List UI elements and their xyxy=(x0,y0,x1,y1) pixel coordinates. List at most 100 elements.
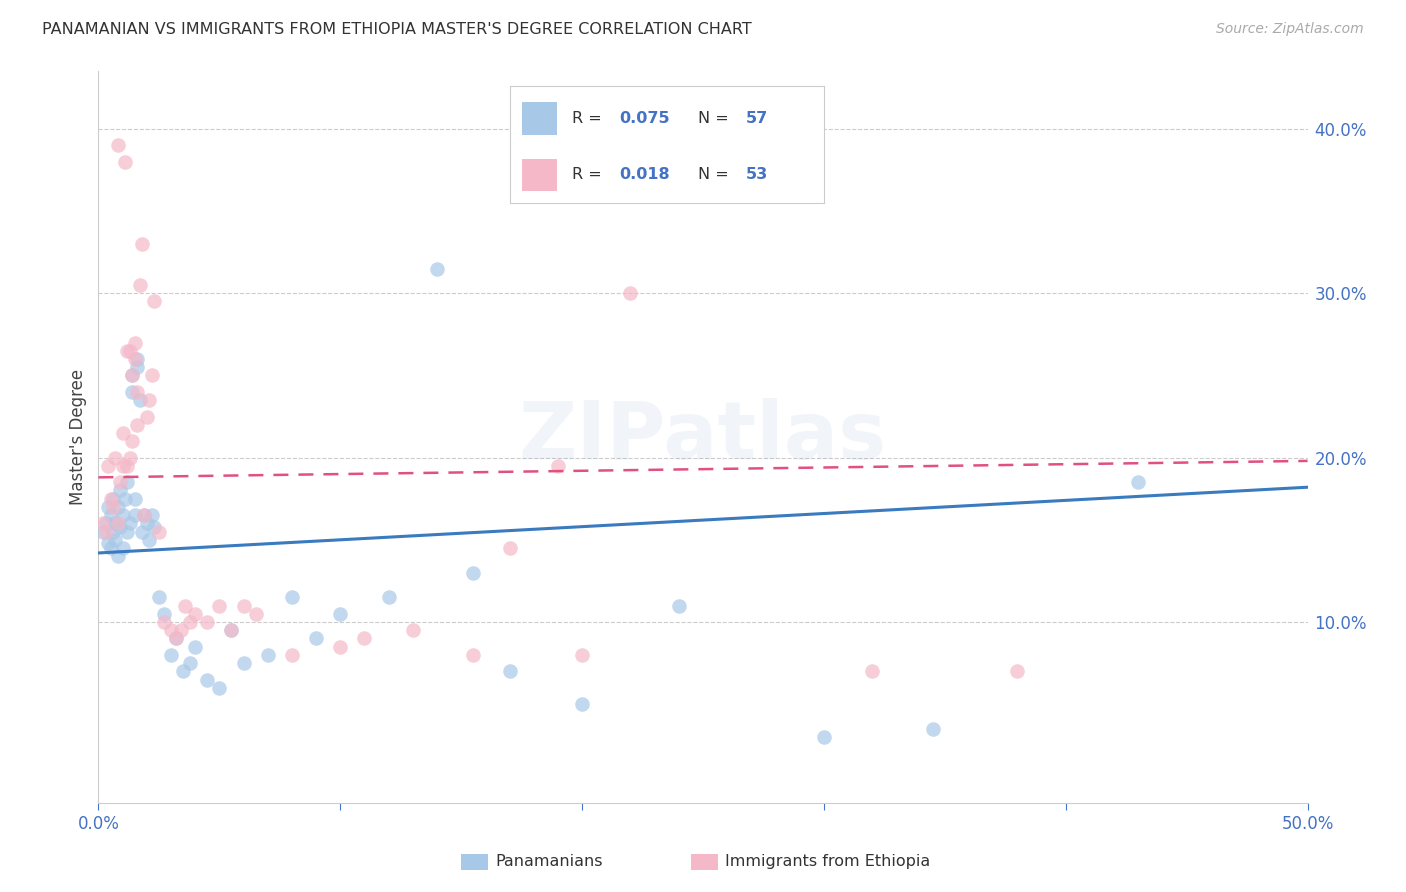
Point xyxy=(111,508,134,523)
Point xyxy=(131,524,153,539)
Point xyxy=(160,648,183,662)
Point xyxy=(121,368,143,383)
Point xyxy=(619,286,641,301)
Point xyxy=(124,491,146,506)
Point xyxy=(127,360,149,375)
Point xyxy=(117,524,139,539)
Point xyxy=(160,624,183,638)
Point xyxy=(134,508,156,523)
Point xyxy=(101,500,124,514)
Point xyxy=(221,624,243,638)
Point xyxy=(121,434,143,449)
Point xyxy=(111,458,134,473)
Point xyxy=(118,516,141,531)
Point xyxy=(108,519,131,533)
Point xyxy=(94,516,117,531)
Point xyxy=(124,351,146,366)
Point xyxy=(329,607,352,621)
Point xyxy=(353,632,375,646)
Point xyxy=(97,458,120,473)
Point xyxy=(152,615,174,629)
Point xyxy=(208,681,231,695)
Point xyxy=(813,730,835,744)
Point xyxy=(100,541,122,555)
Point xyxy=(107,549,129,564)
Point xyxy=(232,599,254,613)
Point xyxy=(114,491,136,506)
Point xyxy=(221,624,243,638)
Text: Source: ZipAtlas.com: Source: ZipAtlas.com xyxy=(1216,22,1364,37)
Point xyxy=(195,673,218,687)
Point xyxy=(135,409,157,424)
FancyBboxPatch shape xyxy=(690,854,717,870)
Point xyxy=(377,591,399,605)
Point xyxy=(165,632,187,646)
Point xyxy=(143,294,166,309)
Point xyxy=(117,458,139,473)
Point xyxy=(426,261,449,276)
Point xyxy=(121,384,143,399)
Point xyxy=(108,475,131,490)
Point xyxy=(329,640,352,654)
Point xyxy=(128,393,150,408)
Point xyxy=(232,656,254,670)
Point xyxy=(134,508,156,523)
Point xyxy=(172,665,194,679)
Point xyxy=(107,500,129,514)
Text: Panamanians: Panamanians xyxy=(495,854,603,869)
FancyBboxPatch shape xyxy=(461,854,488,870)
Point xyxy=(124,335,146,350)
Point xyxy=(128,278,150,293)
Point xyxy=(571,697,593,711)
Point xyxy=(121,368,143,383)
Point xyxy=(117,343,139,358)
Point xyxy=(101,491,124,506)
Point xyxy=(184,607,207,621)
Point xyxy=(208,599,231,613)
Point xyxy=(141,368,163,383)
Point xyxy=(195,615,218,629)
Point xyxy=(107,138,129,153)
Text: PANAMANIAN VS IMMIGRANTS FROM ETHIOPIA MASTER'S DEGREE CORRELATION CHART: PANAMANIAN VS IMMIGRANTS FROM ETHIOPIA M… xyxy=(42,22,752,37)
Point xyxy=(111,425,134,440)
Point xyxy=(152,607,174,621)
Point xyxy=(668,599,690,613)
Point xyxy=(463,566,485,580)
Point xyxy=(135,516,157,531)
Y-axis label: Master's Degree: Master's Degree xyxy=(69,369,87,505)
Point xyxy=(1007,665,1029,679)
Point xyxy=(179,615,201,629)
Point xyxy=(148,591,170,605)
Point xyxy=(111,541,134,555)
Point xyxy=(127,417,149,432)
Point xyxy=(94,524,117,539)
Point xyxy=(118,343,141,358)
Point xyxy=(104,516,127,531)
Point xyxy=(402,624,425,638)
Point xyxy=(148,524,170,539)
Point xyxy=(498,541,520,555)
Point xyxy=(498,665,520,679)
Point xyxy=(114,154,136,169)
Point xyxy=(100,491,122,506)
Text: Immigrants from Ethiopia: Immigrants from Ethiopia xyxy=(724,854,929,869)
Point xyxy=(127,384,149,399)
Point xyxy=(463,648,485,662)
Point xyxy=(141,508,163,523)
Point xyxy=(131,236,153,251)
Point xyxy=(100,508,122,523)
Point xyxy=(860,665,883,679)
Point xyxy=(91,524,114,539)
Point xyxy=(547,458,569,473)
Point xyxy=(143,519,166,533)
Point xyxy=(101,524,124,539)
Point xyxy=(169,624,191,638)
Point xyxy=(921,722,943,736)
Point xyxy=(118,450,141,465)
Point xyxy=(104,533,127,547)
Point xyxy=(281,648,304,662)
Point xyxy=(107,516,129,531)
Point xyxy=(179,656,201,670)
Point xyxy=(184,640,207,654)
Point xyxy=(138,533,160,547)
